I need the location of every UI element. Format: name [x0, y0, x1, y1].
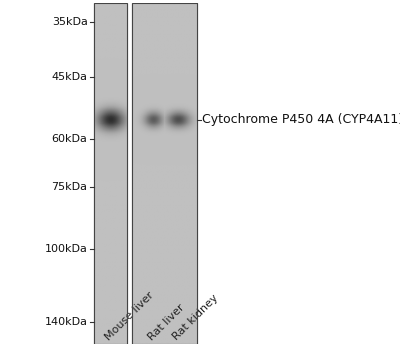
Text: 35kDa: 35kDa: [52, 17, 88, 27]
Bar: [132, 3, 197, 344]
Bar: [94, 3, 127, 344]
Text: 75kDa: 75kDa: [52, 182, 88, 192]
Bar: [94, 3, 127, 344]
Text: 100kDa: 100kDa: [45, 244, 88, 254]
Text: Rat liver: Rat liver: [146, 302, 186, 342]
Text: 45kDa: 45kDa: [52, 71, 88, 82]
Text: Cytochrome P450 4A (CYP4A11): Cytochrome P450 4A (CYP4A11): [202, 113, 400, 127]
Text: 60kDa: 60kDa: [52, 134, 88, 144]
Bar: [132, 3, 197, 344]
Text: 140kDa: 140kDa: [44, 317, 88, 327]
Text: Rat kidney: Rat kidney: [171, 293, 221, 342]
Text: Mouse liver: Mouse liver: [104, 290, 156, 342]
